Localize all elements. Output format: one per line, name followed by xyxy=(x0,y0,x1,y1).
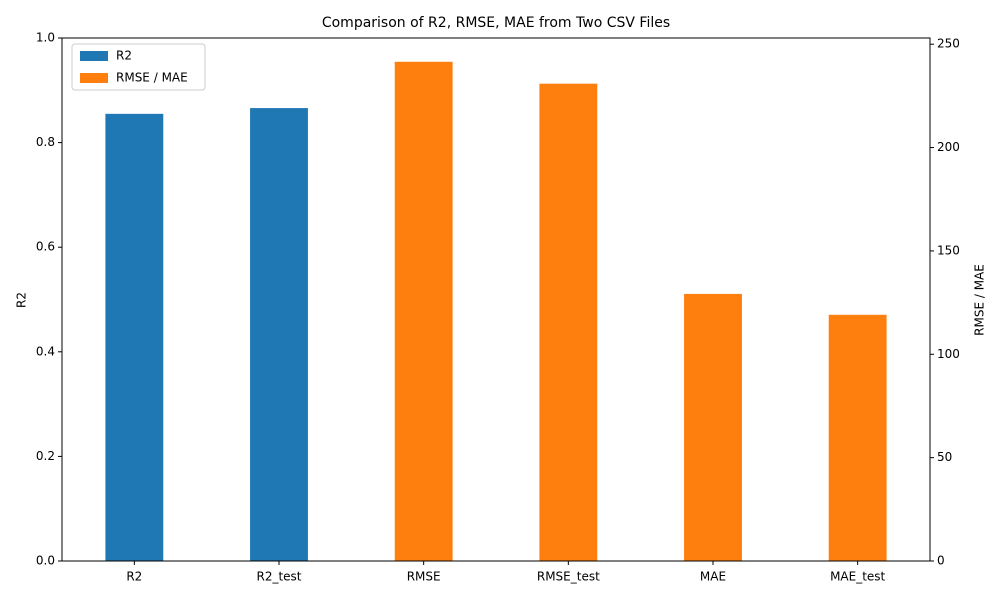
legend-label: R2 xyxy=(116,49,132,63)
y-tick-label: 0.2 xyxy=(36,449,55,463)
x-tick-label: RMSE xyxy=(407,570,441,584)
x-tick-label: R2_test xyxy=(256,570,301,584)
y2-tick-label: 100 xyxy=(937,347,960,361)
x-tick-label: RMSE_test xyxy=(537,570,600,584)
legend-label: RMSE / MAE xyxy=(116,71,188,85)
x-tick-label: MAE_test xyxy=(830,570,885,584)
y-tick-label: 0.0 xyxy=(36,554,55,568)
x-tick-label: MAE xyxy=(700,570,726,584)
bar xyxy=(250,108,308,561)
y-tick-label: 0.6 xyxy=(36,240,55,254)
legend-swatch xyxy=(80,73,108,83)
bar xyxy=(828,314,887,561)
chart-title: Comparison of R2, RMSE, MAE from Two CSV… xyxy=(322,15,670,31)
y-axis-label: R2 xyxy=(15,292,29,308)
plot-frame xyxy=(61,37,931,562)
legend-swatch xyxy=(80,51,108,61)
bar xyxy=(105,113,164,562)
bar xyxy=(539,83,598,561)
y2-tick-label: 250 xyxy=(937,37,960,51)
y-tick-label: 0.8 xyxy=(36,135,55,149)
y2-tick-label: 50 xyxy=(937,450,952,464)
y2-tick-label: 150 xyxy=(937,243,960,257)
y2-tick-label: 0 xyxy=(937,554,945,568)
y-tick-label: 0.4 xyxy=(36,344,55,358)
bar xyxy=(394,61,453,561)
x-tick-label: R2 xyxy=(126,570,142,584)
y2-tick-label: 200 xyxy=(937,140,960,154)
bar xyxy=(684,293,742,561)
y2-axis-label: RMSE / MAE xyxy=(973,264,987,336)
y-tick-label: 1.0 xyxy=(36,31,55,45)
